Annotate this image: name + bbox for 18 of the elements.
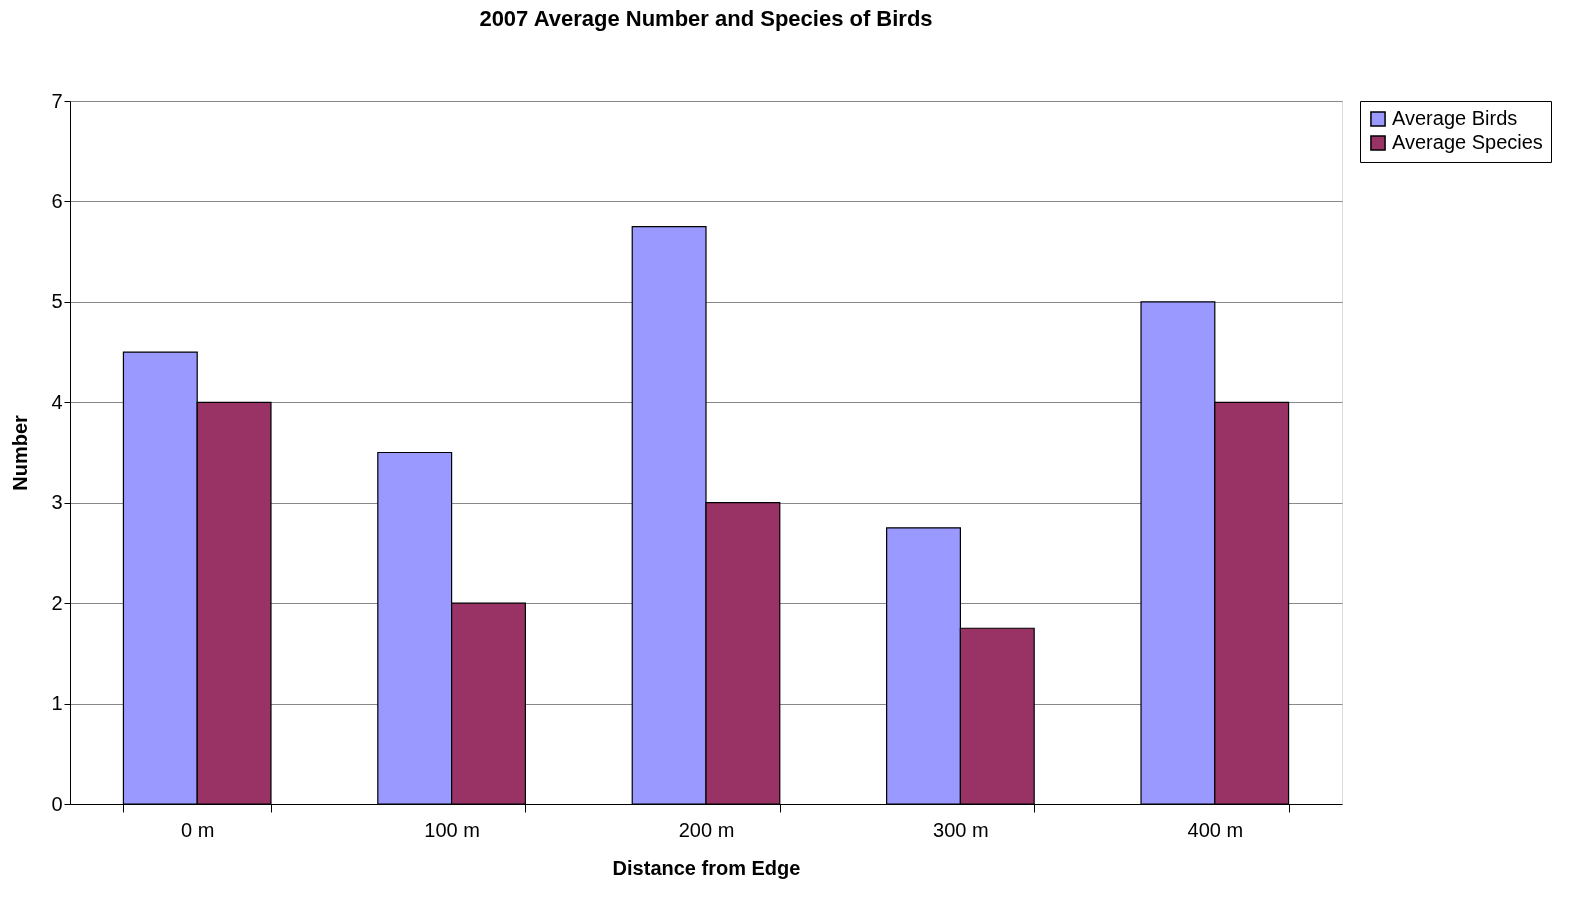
x-tick-label: 300 m [933, 818, 989, 841]
y-tick-label: 5 [51, 290, 63, 313]
x-tick-label: 0 m [181, 818, 215, 841]
y-tick-label: 1 [51, 692, 63, 715]
y-tick-label: 3 [51, 491, 63, 514]
y-tick-label: 6 [51, 189, 63, 212]
chart-title: 2007 Average Number and Species of Birds [479, 6, 933, 31]
x-axis-title: Distance from Edge [612, 856, 801, 879]
y-tick-label: 4 [51, 390, 63, 413]
y-axis-title: Number [9, 415, 32, 491]
x-tick-label: 400 m [1187, 818, 1244, 841]
legend-label: Average Species [1392, 131, 1543, 153]
legend-label: Average Birds [1392, 107, 1518, 129]
y-tick-label: 7 [51, 89, 63, 112]
x-tick-label: 200 m [678, 818, 735, 841]
y-tick-label: 0 [51, 792, 63, 815]
y-tick-label: 2 [51, 591, 63, 614]
x-tick-label: 100 m [424, 818, 480, 841]
